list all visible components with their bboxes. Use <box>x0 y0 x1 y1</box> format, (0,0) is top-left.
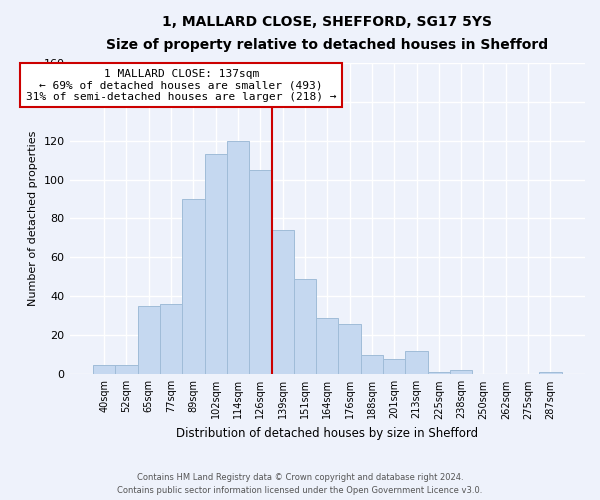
Bar <box>539 372 562 374</box>
Bar <box>294 279 316 374</box>
Bar <box>383 358 406 374</box>
Bar <box>249 170 272 374</box>
Bar <box>361 355 383 374</box>
Bar <box>227 140 249 374</box>
Bar <box>450 370 472 374</box>
Title: 1, MALLARD CLOSE, SHEFFORD, SG17 5YS
Size of property relative to detached house: 1, MALLARD CLOSE, SHEFFORD, SG17 5YS Siz… <box>106 15 548 52</box>
Bar <box>338 324 361 374</box>
Bar <box>160 304 182 374</box>
Bar <box>182 199 205 374</box>
Bar <box>205 154 227 374</box>
Bar <box>316 318 338 374</box>
Bar <box>428 372 450 374</box>
Text: 1 MALLARD CLOSE: 137sqm
← 69% of detached houses are smaller (493)
31% of semi-d: 1 MALLARD CLOSE: 137sqm ← 69% of detache… <box>26 68 337 102</box>
Y-axis label: Number of detached properties: Number of detached properties <box>28 131 38 306</box>
Bar <box>272 230 294 374</box>
X-axis label: Distribution of detached houses by size in Shefford: Distribution of detached houses by size … <box>176 427 478 440</box>
Bar <box>406 351 428 374</box>
Bar <box>137 306 160 374</box>
Text: Contains HM Land Registry data © Crown copyright and database right 2024.
Contai: Contains HM Land Registry data © Crown c… <box>118 474 482 495</box>
Bar <box>93 364 115 374</box>
Bar <box>115 364 137 374</box>
